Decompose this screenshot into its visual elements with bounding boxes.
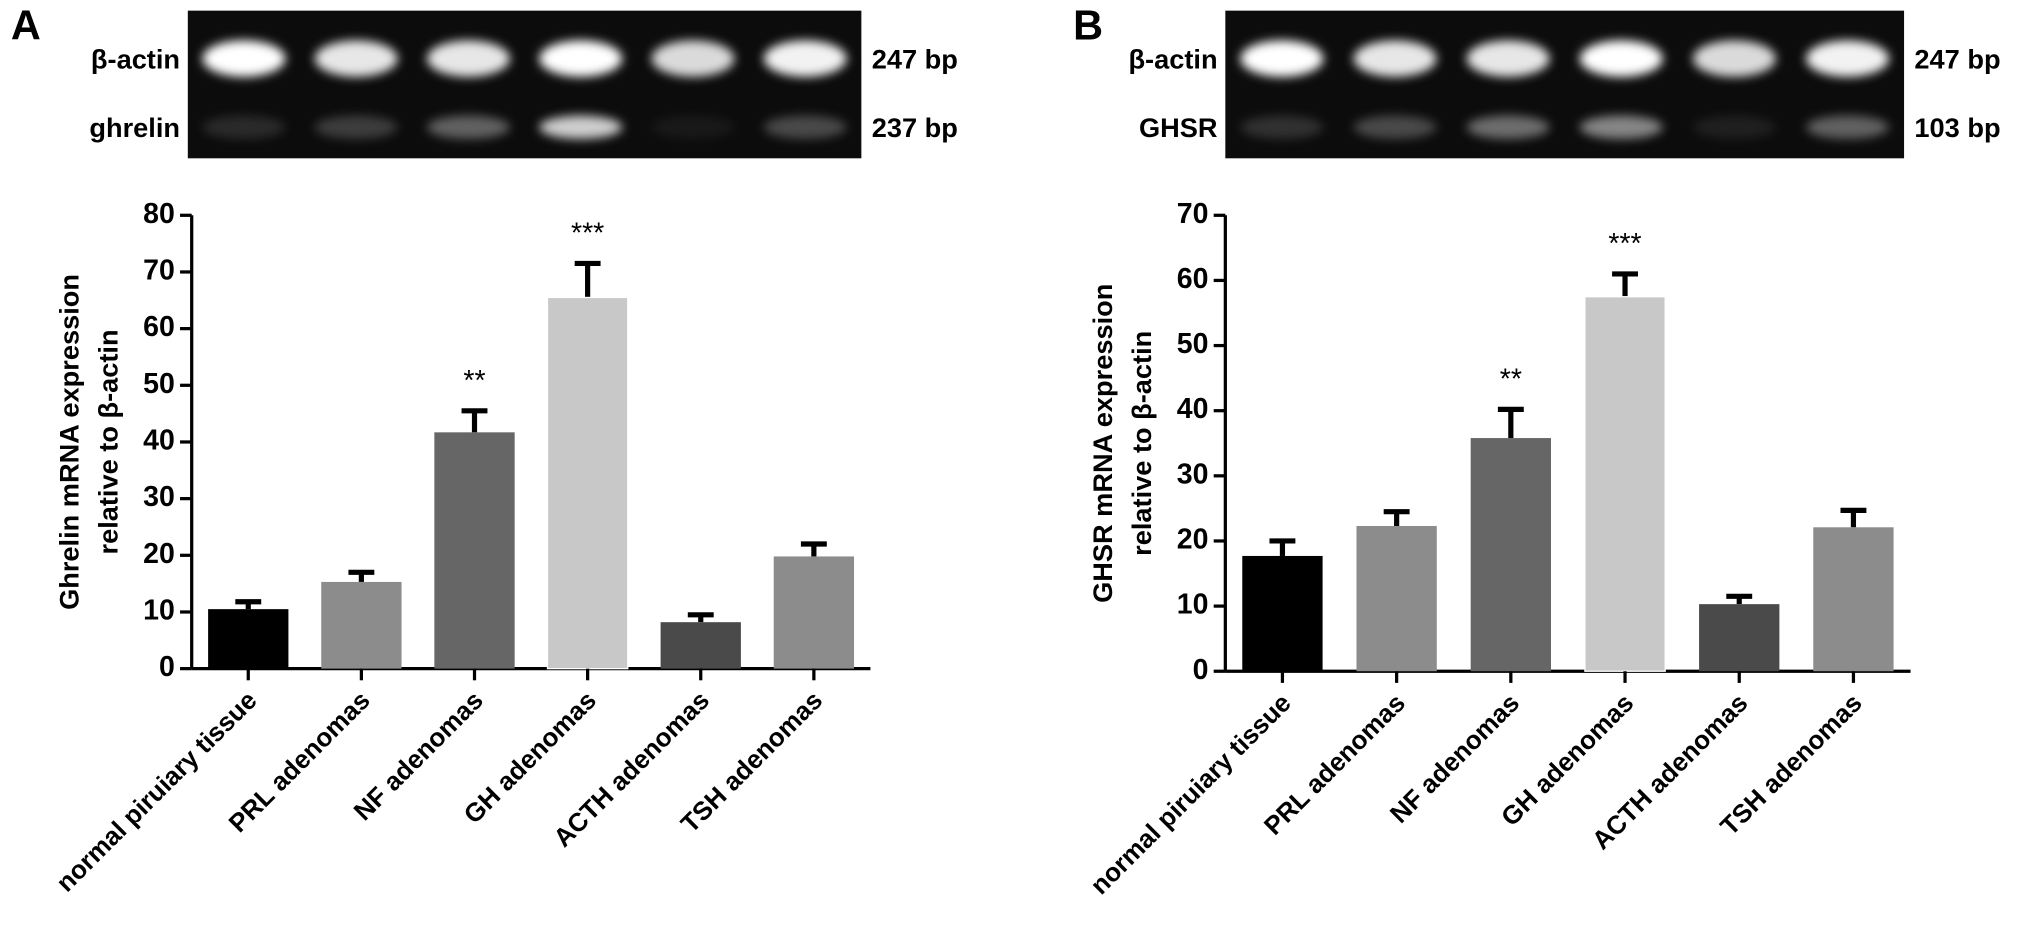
x-tick-label: normal piruiary tissue xyxy=(1086,689,1297,900)
gel-band xyxy=(1353,40,1437,77)
panel-letter: B xyxy=(1073,2,1103,49)
gel-row-label: β-actin xyxy=(91,43,180,74)
bar xyxy=(773,556,855,669)
gel-band xyxy=(539,40,623,77)
gel-band xyxy=(1466,115,1550,139)
significance-marker: *** xyxy=(1608,228,1641,260)
y-tick-label: 50 xyxy=(143,368,175,400)
gel-band xyxy=(1806,115,1889,139)
gel-band xyxy=(314,40,398,77)
y-tick-label: 70 xyxy=(143,254,175,286)
gel-band xyxy=(1692,115,1776,139)
y-tick-label: 20 xyxy=(143,538,175,570)
y-tick-label: 50 xyxy=(1177,328,1209,360)
bar xyxy=(1242,555,1323,672)
significance-marker: *** xyxy=(571,217,604,249)
gel-band-size: 247 bp xyxy=(872,43,958,74)
gel-band xyxy=(314,115,398,139)
y-tick-label: 40 xyxy=(143,425,175,457)
y-tick-label: 40 xyxy=(1177,393,1209,425)
significance-marker: ** xyxy=(1500,363,1522,395)
bar xyxy=(1813,527,1894,672)
gel-image xyxy=(1225,10,1905,159)
gel-band xyxy=(763,40,847,77)
gel-band xyxy=(763,115,847,139)
panel-letter: A xyxy=(11,2,41,49)
bar xyxy=(1584,296,1666,672)
gel-band xyxy=(1240,115,1324,139)
y-axis-title: GHSR mRNA expression xyxy=(1087,284,1118,603)
bar xyxy=(546,296,629,670)
bar xyxy=(1699,604,1780,672)
x-tick-label: normal piruiary tissue xyxy=(51,686,262,897)
y-tick-label: 0 xyxy=(1193,654,1209,686)
gel-band-size: 103 bp xyxy=(1914,112,2000,143)
gel-band xyxy=(427,40,510,77)
bar xyxy=(1356,525,1437,672)
gel-band-size: 237 bp xyxy=(872,112,958,143)
gel-row-label: GHSR xyxy=(1139,112,1218,143)
gel-band xyxy=(1579,40,1663,77)
gel-band xyxy=(1466,40,1550,77)
bar xyxy=(208,609,289,669)
gel-band xyxy=(1692,40,1776,77)
bar xyxy=(321,581,402,669)
gel-band xyxy=(427,115,510,139)
gel-band xyxy=(1240,40,1324,77)
gel-band xyxy=(1806,40,1889,77)
y-tick-label: 10 xyxy=(143,595,175,627)
gel-band xyxy=(651,40,735,77)
y-tick-label: 30 xyxy=(143,481,175,513)
y-tick-label: 70 xyxy=(1177,198,1209,230)
y-axis-title: relative to β-actin xyxy=(92,329,123,554)
gel-row-label: ghrelin xyxy=(89,112,180,143)
y-tick-label: 20 xyxy=(1177,523,1209,555)
gel-band xyxy=(1353,115,1437,139)
y-tick-label: 0 xyxy=(159,651,175,683)
y-tick-label: 60 xyxy=(143,311,175,343)
bar xyxy=(1470,438,1551,672)
gel-image xyxy=(187,10,862,159)
gel-row-label: β-actin xyxy=(1128,43,1217,74)
y-axis-title: Ghrelin mRNA expression xyxy=(53,274,84,610)
y-tick-label: 80 xyxy=(143,198,175,230)
bar xyxy=(660,622,741,669)
gel-band xyxy=(1579,115,1663,139)
gel-band xyxy=(539,115,623,139)
gel-band xyxy=(202,115,286,139)
y-axis-title: relative to β-actin xyxy=(1126,331,1157,556)
gel-band xyxy=(651,115,735,139)
gel-band xyxy=(202,40,286,77)
y-tick-label: 30 xyxy=(1177,458,1209,490)
significance-marker: ** xyxy=(463,365,485,397)
gel-band-size: 247 bp xyxy=(1914,43,2000,74)
bar xyxy=(434,432,515,669)
y-tick-label: 60 xyxy=(1177,263,1209,295)
y-tick-label: 10 xyxy=(1177,589,1209,621)
